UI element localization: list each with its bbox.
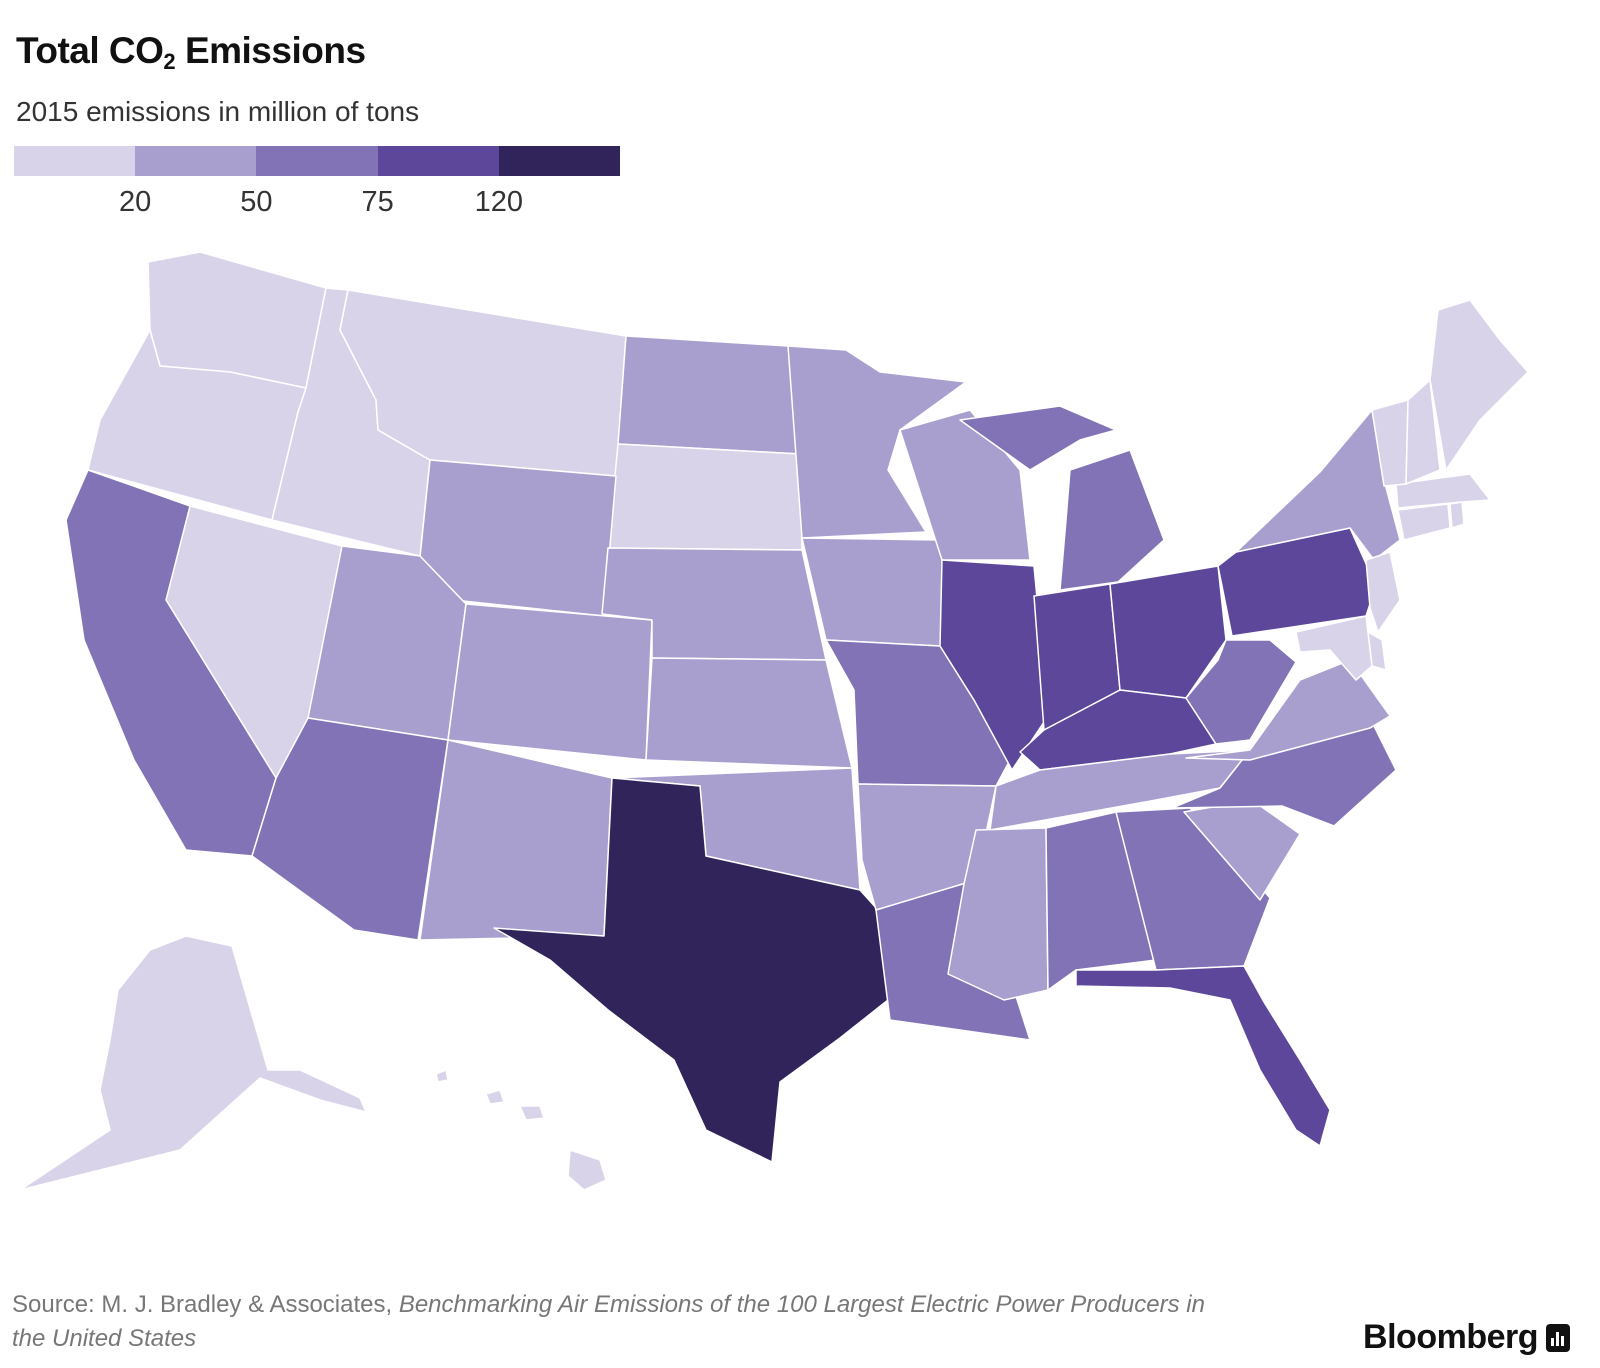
state-ri — [1449, 501, 1465, 529]
state-nh — [1405, 379, 1441, 485]
state-ga — [1115, 807, 1271, 971]
chart-subtitle: 2015 emissions in million of tons — [16, 96, 420, 127]
source-title: Benchmarking Air Emissions of the 100 La… — [12, 1291, 1205, 1352]
legend-swatch-4 — [498, 146, 621, 176]
state-nm — [419, 739, 613, 941]
state-ct — [1397, 503, 1451, 541]
state-oh — [1109, 565, 1227, 699]
state-me — [1429, 299, 1529, 471]
bloomberg-logo: Bloomberg — [1363, 1318, 1570, 1357]
state-co — [447, 603, 653, 761]
state-ia — [801, 537, 957, 647]
state-nj — [1365, 551, 1401, 633]
legend-tick-75: 75 — [361, 186, 394, 218]
legend-tick-50: 50 — [240, 186, 273, 218]
state-ny — [1235, 409, 1401, 561]
state-fl — [1075, 965, 1331, 1147]
legend-tick-20: 20 — [119, 186, 152, 218]
bloomberg-chart-icon — [1546, 1323, 1570, 1352]
state-nc — [1171, 717, 1397, 827]
legend-swatch-1 — [135, 146, 257, 176]
state-va — [1185, 659, 1391, 761]
state-ak — [19, 935, 367, 1191]
state-ca — [65, 469, 277, 857]
legend-swatch-0 — [14, 146, 136, 176]
state-hi — [435, 1069, 607, 1191]
legend-swatch-3 — [377, 146, 499, 176]
color-legend — [14, 146, 621, 176]
state-tx — [493, 777, 889, 1163]
source-note: Source: M. J. Bradley & Associates, Benc… — [12, 1288, 1212, 1356]
state-il — [939, 559, 1049, 771]
brand-name: Bloomberg — [1363, 1318, 1538, 1356]
legend-swatch-2 — [256, 146, 378, 176]
chart-title: Total CO2 Emissions — [16, 30, 366, 74]
state-ks — [645, 657, 853, 769]
state-al — [1045, 811, 1157, 991]
state-ma — [1395, 473, 1491, 509]
legend-tick-120: 120 — [474, 186, 523, 218]
legend-tick-labels: 20 50 75 120 — [14, 186, 620, 220]
state-nd — [617, 335, 801, 455]
us-states-map — [19, 251, 1529, 1191]
state-sd — [607, 443, 803, 551]
state-md — [1295, 615, 1373, 681]
state-wv — [1185, 639, 1297, 745]
source-prefix: Source: M. J. Bradley & Associates, — [12, 1291, 399, 1318]
